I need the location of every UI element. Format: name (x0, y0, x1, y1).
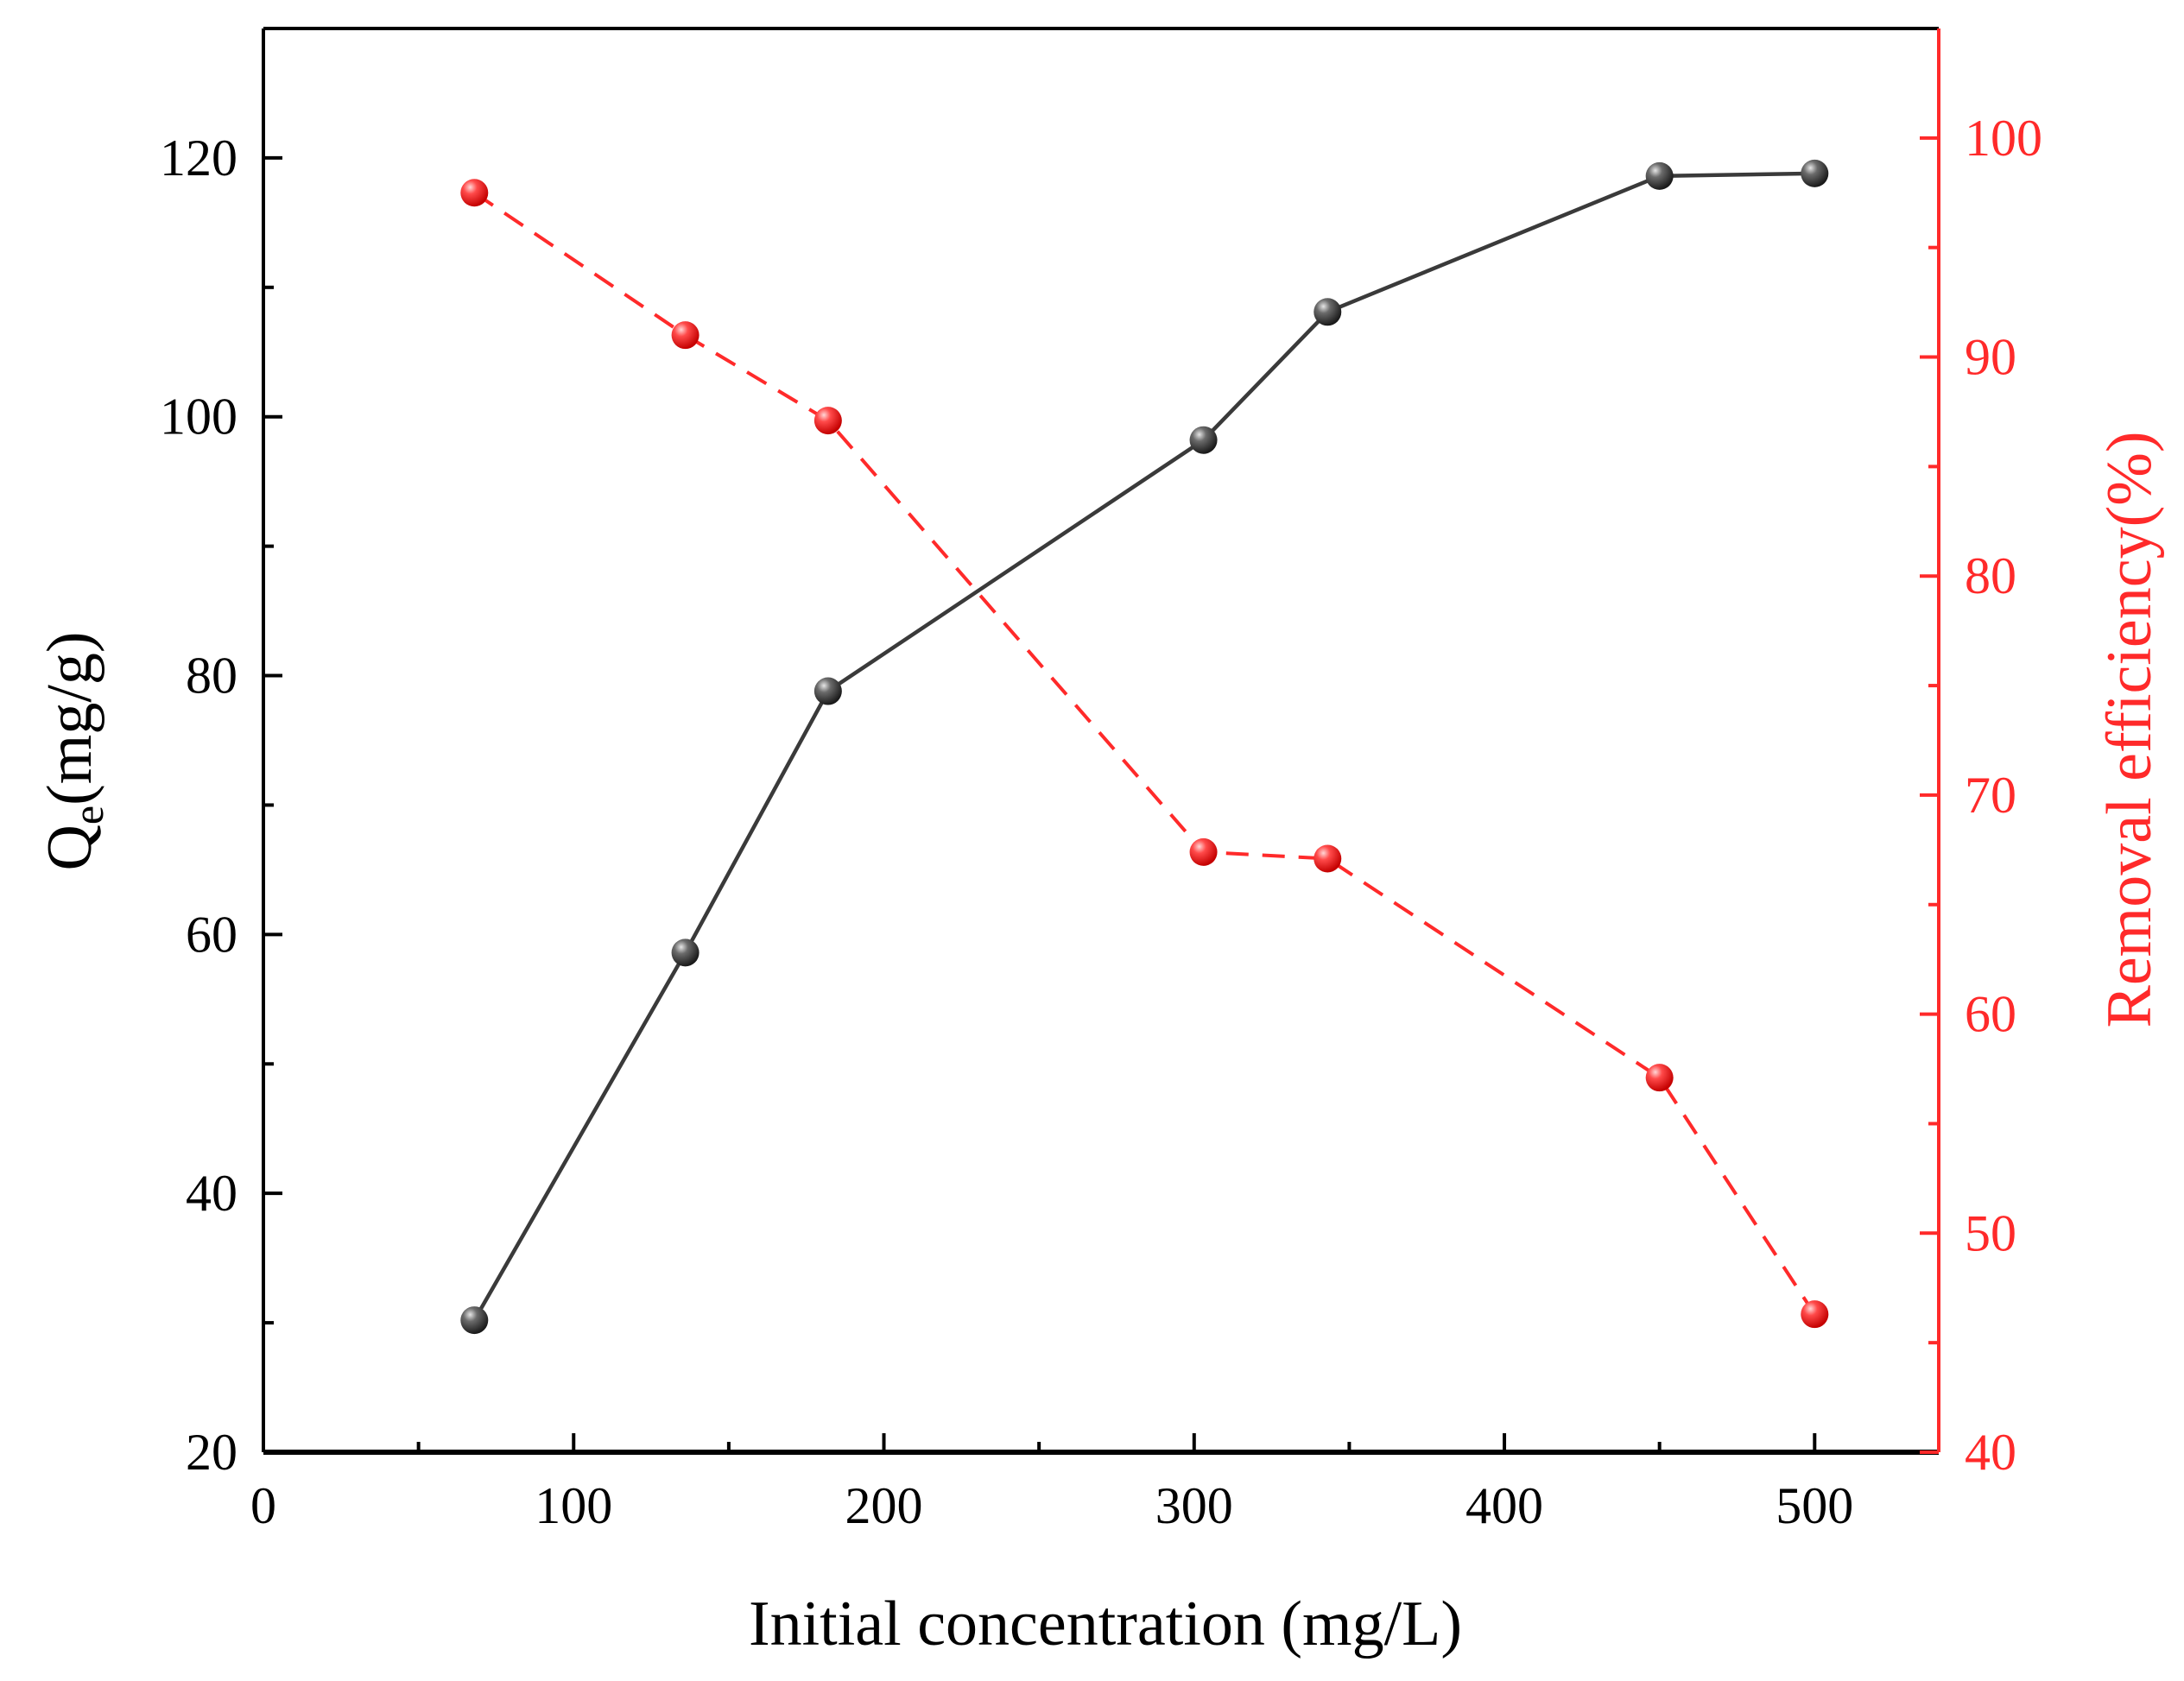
removal-efficiency-point (1189, 837, 1218, 866)
qe-point (460, 1306, 489, 1335)
x-axis-label: Initial concentration (mg/L) (749, 1589, 1462, 1659)
right-y-tick-label: 80 (1965, 547, 2016, 604)
right-y-tick-label: 60 (1965, 986, 2016, 1043)
right-y-tick-label: 50 (1965, 1204, 2016, 1261)
qe-point (1801, 159, 1829, 187)
right-y-tick-label: 70 (1965, 767, 2016, 824)
left-y-tick-label: 80 (186, 648, 237, 705)
x-tick-label: 100 (535, 1477, 612, 1534)
x-tick-label: 200 (845, 1477, 923, 1534)
right-y-tick-label: 100 (1965, 110, 2042, 167)
left-y-tick-label: 20 (186, 1424, 237, 1481)
removal-efficiency-point (460, 179, 489, 207)
qe-point (671, 938, 700, 967)
series-layer (460, 159, 1829, 1335)
left-y-axis-label-subscript: e (64, 806, 112, 825)
qe-point (1314, 298, 1342, 326)
qe-point (813, 677, 842, 705)
removal-efficiency-point (813, 407, 842, 435)
x-tick-label: 400 (1465, 1477, 1543, 1534)
x-tick-label: 0 (250, 1477, 276, 1534)
left-y-tick-label: 120 (160, 130, 237, 186)
removal-efficiency-point (1645, 1064, 1674, 1092)
removal-efficiency-point (1801, 1300, 1829, 1329)
qe-point (1189, 426, 1218, 454)
labels-layer: Initial concentration (mg/L) Qe(mg/g) Re… (35, 431, 2165, 1659)
right-y-tick-label: 40 (1965, 1424, 2016, 1481)
axes-layer: 0 100 200 300 400 500 20 40 60 80 100 120 40 50 60 70 80… (160, 27, 2042, 1534)
qe-line (472, 171, 1815, 1322)
x-tick-label: 300 (1155, 1477, 1233, 1534)
left-y-tick-label: 60 (186, 906, 237, 963)
left-y-axis-label-main: Q (35, 825, 105, 870)
x-tick-label: 500 (1776, 1477, 1853, 1534)
left-y-axis-label: Qe(mg/g) (35, 631, 112, 870)
removal-efficiency-point (671, 321, 700, 350)
removal-efficiency-line (473, 191, 1816, 1316)
right-y-tick-label: 90 (1965, 329, 2016, 386)
qe-point (1645, 161, 1674, 190)
left-y-axis-label-unit: (mg/g) (35, 631, 105, 805)
removal-efficiency-point (1314, 844, 1342, 873)
left-y-tick-label: 40 (186, 1165, 237, 1222)
right-y-axis-label: Removal efficiency(%) (2094, 431, 2165, 1027)
left-y-tick-label: 100 (160, 389, 237, 446)
